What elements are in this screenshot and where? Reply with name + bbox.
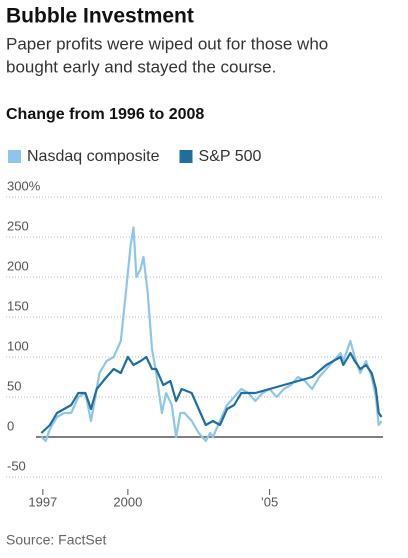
line [40,226,383,443]
x-tick-label: 2000 [113,494,142,509]
line [40,351,383,434]
legend-swatch [179,150,193,163]
y-tick-label: 150 [7,298,29,313]
y-tick-label: 250 [7,218,29,233]
legend-swatch [8,150,21,163]
legend-label: Nasdaq composite [27,148,160,165]
y-tick-label: 50 [7,378,21,393]
chart-title: Change from 1996 to 2008 [6,106,204,123]
y-tick-label: 0 [7,418,14,433]
subtitle: Paper profits were wiped out for those w… [6,34,328,53]
title: Bubble Investment [6,5,194,28]
y-tick-label: 200 [7,258,29,273]
y-tick-label: 300% [7,178,41,193]
y-tick-label: -50 [7,458,26,473]
legend-label: S&P 500 [199,148,262,165]
x-tick-label: 1997 [28,494,57,509]
x-tick-label: ’05 [261,494,278,509]
source: Source: FactSet [6,532,106,548]
subtitle: bought early and stayed the course. [6,57,276,76]
y-tick-label: 100 [7,338,29,353]
